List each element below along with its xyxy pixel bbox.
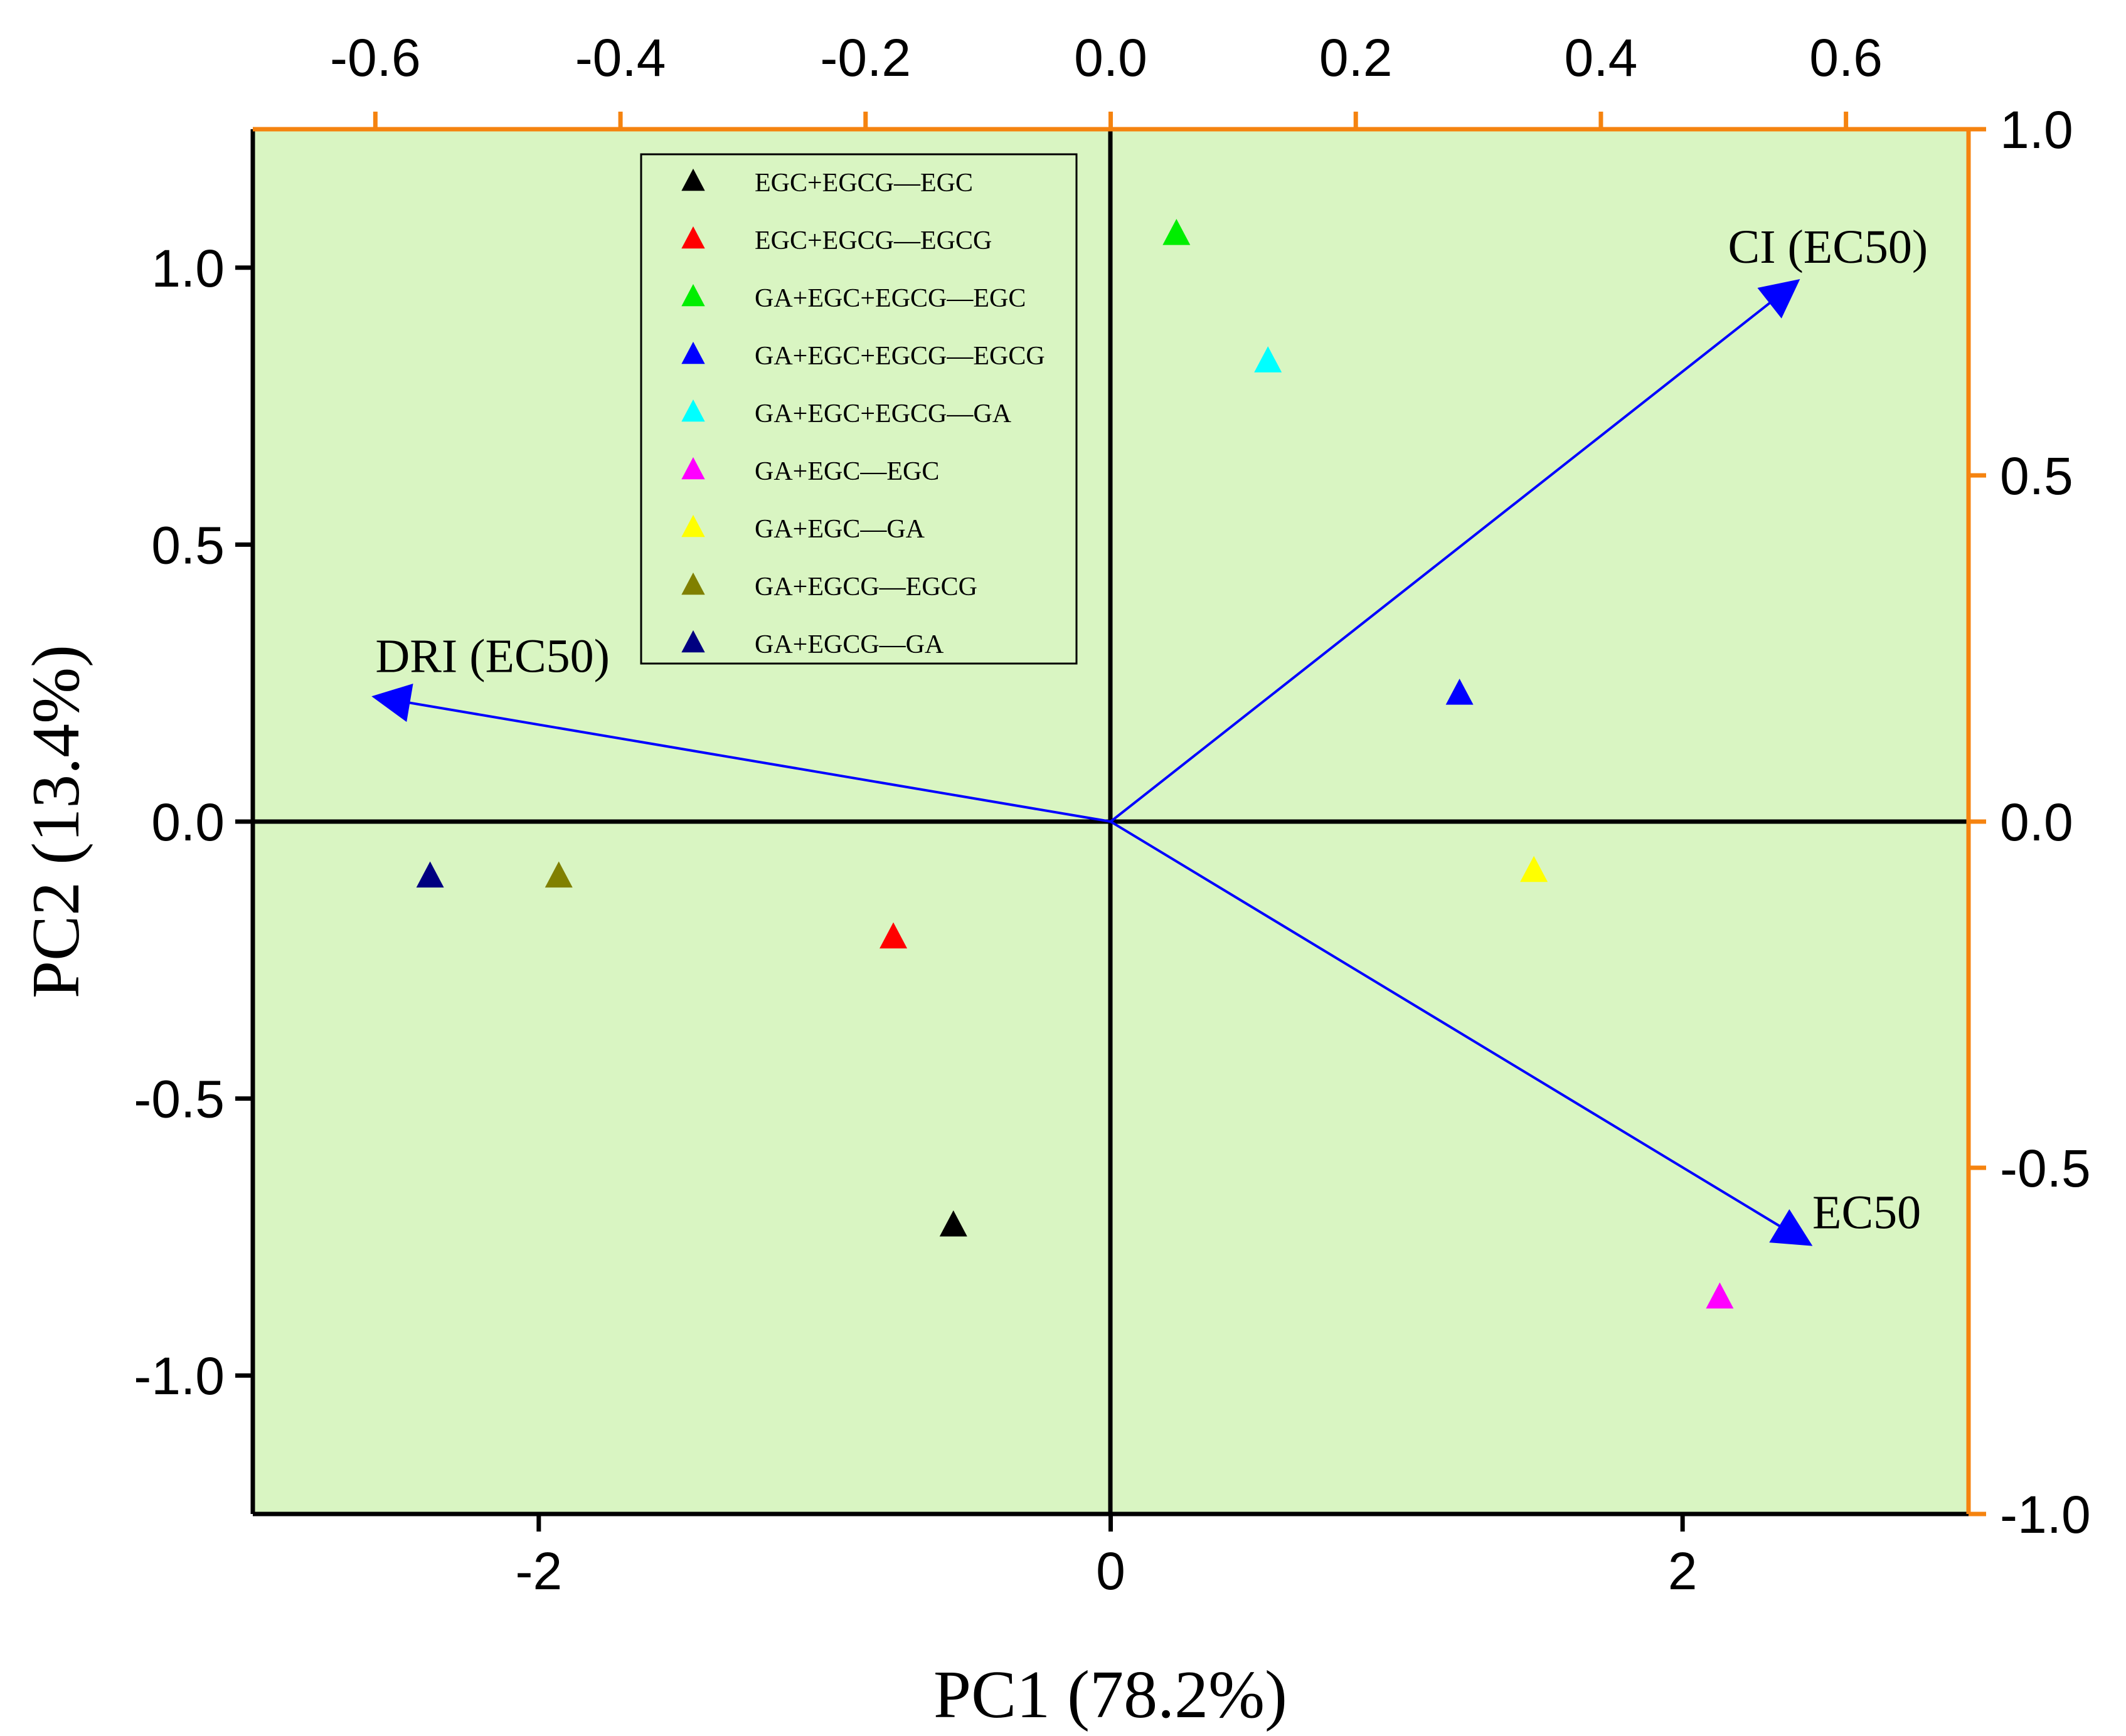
top-tick-label: -0.2: [820, 28, 911, 87]
loading-label: CI (EC50): [1728, 221, 1928, 273]
bottom-axis-ticks: -2 0 2: [515, 1514, 1698, 1601]
legend-label: GA+EGCG—EGCG: [755, 573, 977, 601]
legend-marker: [681, 572, 705, 595]
loading-label: DRI (EC50): [375, 630, 610, 682]
loading-arrow: [1110, 279, 1800, 823]
data-point: [1706, 1282, 1734, 1309]
right-tick-label: -0.5: [2000, 1139, 2091, 1198]
legend-marker: [681, 341, 705, 364]
left-tick-label: 0.0: [151, 793, 225, 852]
left-tick-label: 1.0: [151, 239, 225, 298]
data-point: [880, 922, 908, 949]
right-tick-label: 0.0: [2000, 793, 2073, 852]
legend-label: GA+EGC+EGCG—EGC: [755, 284, 1026, 313]
loading-label: EC50: [1812, 1186, 1921, 1239]
left-tick-label: 0.5: [151, 516, 225, 574]
top-tick-label: 0.6: [1809, 28, 1883, 87]
legend-marker: [681, 630, 705, 653]
y-axis-title: PC2 (13.4%): [19, 645, 93, 998]
loading-vectors: CI (EC50) DRI (EC50) EC50: [371, 221, 1928, 1246]
legend-label: GA+EGC+EGCG—GA: [755, 400, 1012, 428]
legend-label: EGC+EGCG—EGC: [755, 169, 973, 198]
bottom-tick-label: 2: [1668, 1542, 1698, 1601]
legend-label: EGC+EGCG—EGCG: [755, 226, 992, 255]
legend-marker: [681, 514, 705, 537]
data-point: [1520, 855, 1548, 882]
bottom-tick-label: -2: [515, 1542, 562, 1601]
legend-marker: [681, 457, 705, 480]
legend-label: GA+EGC—GA: [755, 515, 925, 544]
right-tick-label: 1.0: [2000, 100, 2073, 159]
legend-label: GA+EGC—EGC: [755, 457, 939, 486]
data-point: [1445, 679, 1474, 705]
top-tick-label: 0.4: [1565, 28, 1638, 87]
right-tick-label: -1.0: [2000, 1485, 2091, 1544]
legend-marker: [681, 283, 705, 307]
data-point: [1162, 219, 1191, 245]
data-point: [1254, 346, 1282, 373]
top-tick-label: 0.0: [1074, 28, 1147, 87]
top-axis-ticks: -0.6 -0.4 -0.2 0.0 0.2 0.4 0.6: [330, 28, 1883, 129]
x-axis-title: PC1 (78.2%): [933, 1658, 1287, 1732]
top-tick-label: 0.2: [1319, 28, 1393, 87]
right-axis-ticks: -1.0 -0.5 0.0 0.5 1.0: [1969, 100, 2091, 1544]
legend-label: GA+EGC+EGCG—EGCG: [755, 342, 1045, 371]
legend-marker: [681, 168, 705, 191]
left-axis-ticks: -1.0 -0.5 0.0 0.5 1.0: [134, 239, 253, 1405]
loading-arrow: [1110, 820, 1813, 1246]
data-point: [545, 861, 573, 888]
legend-marker: [681, 226, 705, 249]
data-points: [416, 219, 1734, 1309]
top-tick-label: -0.6: [330, 28, 421, 87]
legend-box: [640, 153, 1078, 665]
bottom-tick-label: 0: [1096, 1542, 1125, 1601]
legend-marker: [681, 399, 705, 422]
legend: EGC+EGCG—EGC EGC+EGCG—EGCG GA+EGC+EGCG—EGC…: [640, 153, 1078, 665]
left-tick-label: -0.5: [134, 1070, 225, 1129]
right-tick-label: 0.5: [2000, 447, 2073, 505]
data-point: [939, 1210, 967, 1237]
loading-arrow: [371, 684, 1111, 823]
legend-label: GA+EGCG—GA: [755, 630, 944, 659]
top-tick-label: -0.4: [575, 28, 666, 87]
data-point: [416, 861, 444, 888]
left-tick-label: -1.0: [134, 1347, 225, 1405]
